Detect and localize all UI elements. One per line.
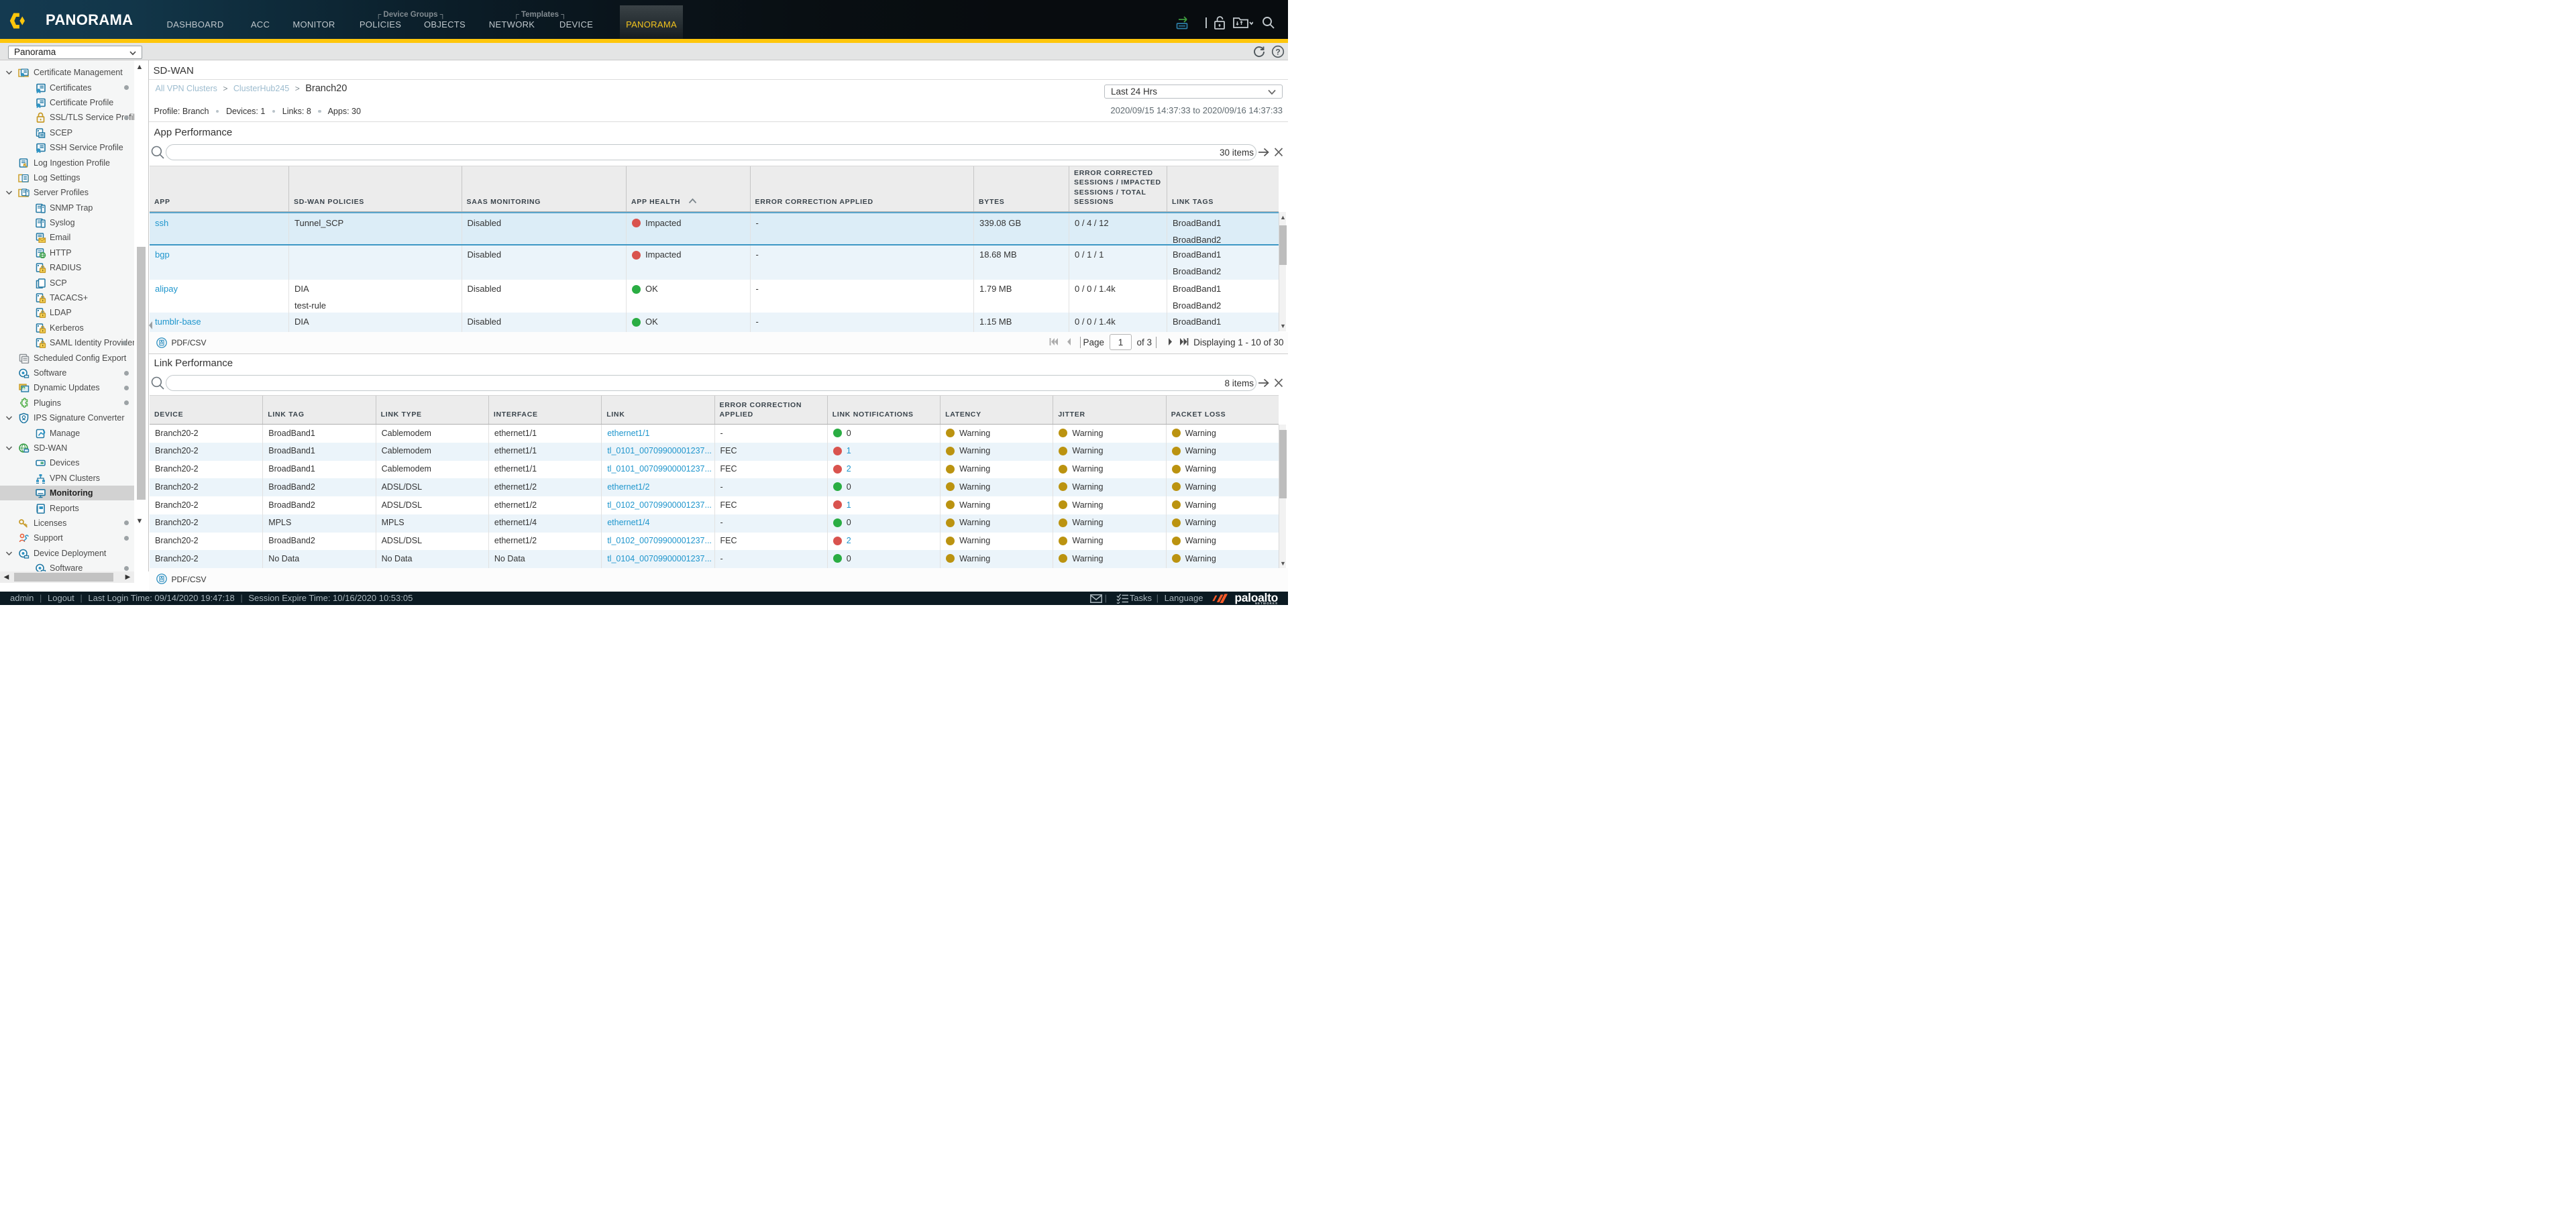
svg-text:?: ? — [1275, 48, 1280, 57]
